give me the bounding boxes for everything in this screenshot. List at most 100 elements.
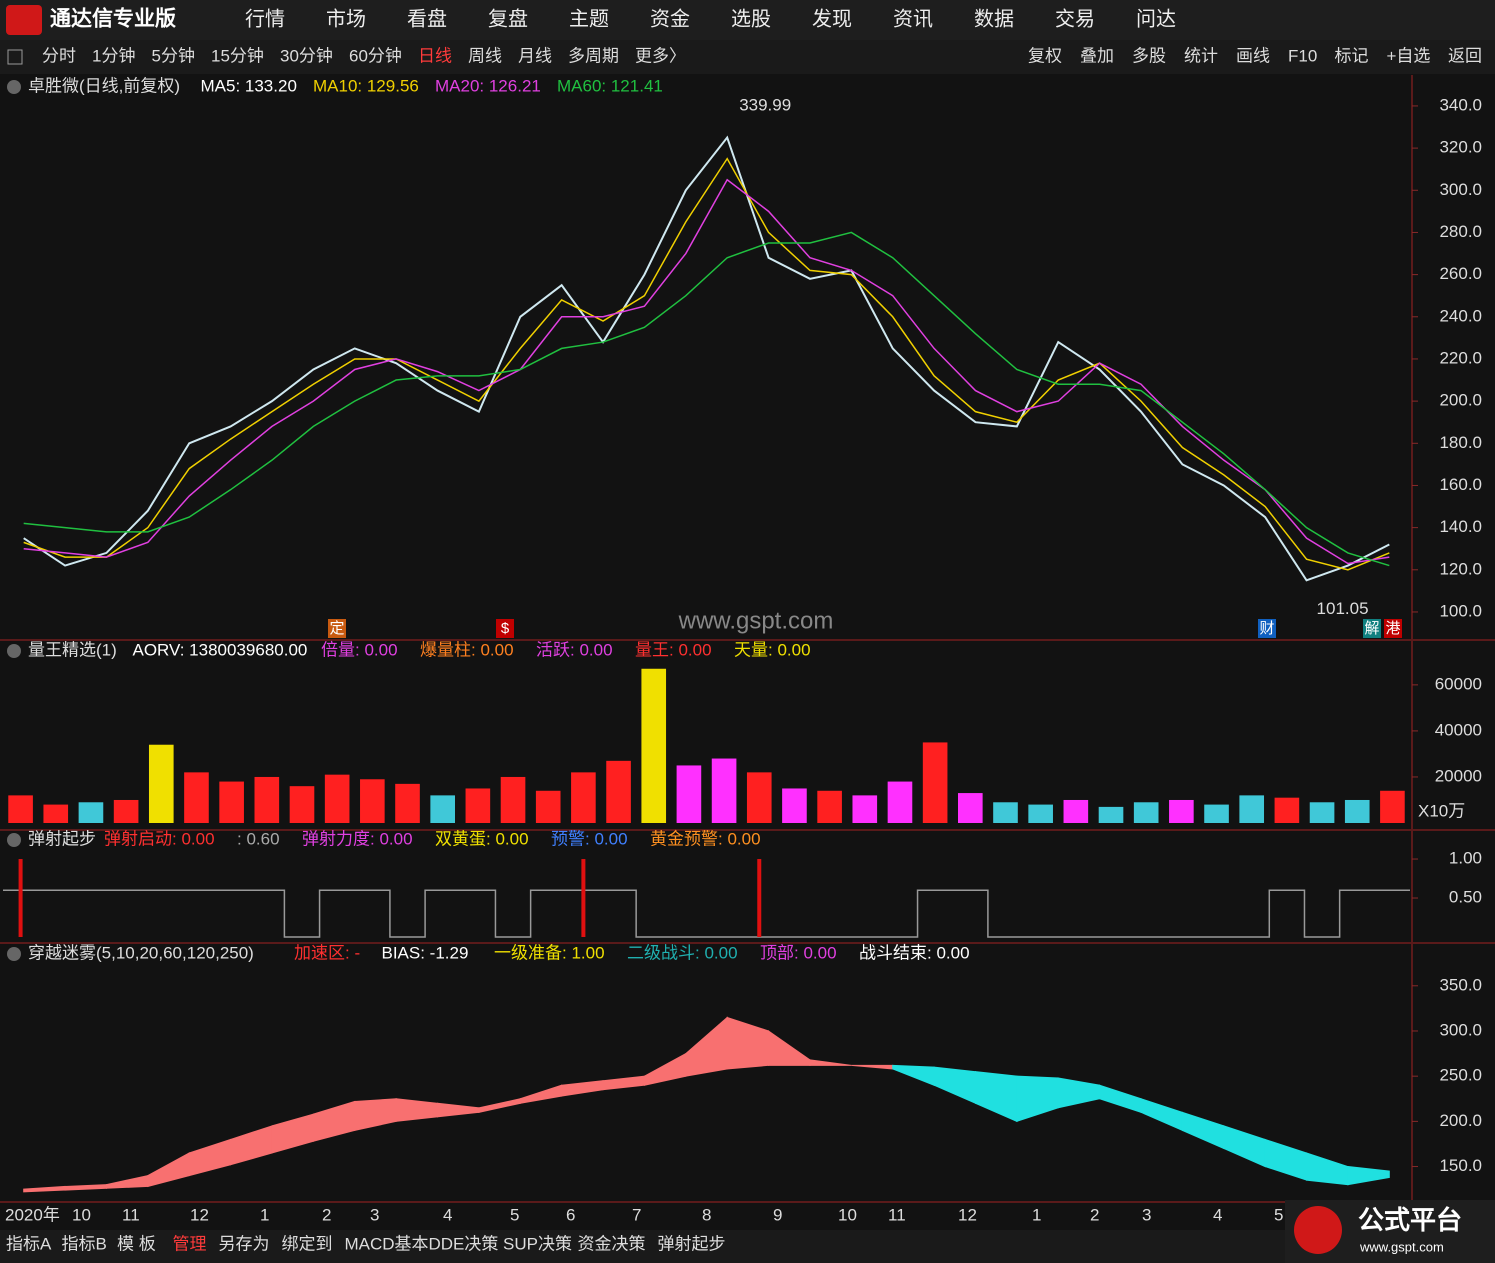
period-tab[interactable]: 周线 — [468, 46, 502, 65]
x-tick-label: 10 — [838, 1205, 857, 1224]
indicator-tab[interactable]: 另存为 — [219, 1234, 270, 1253]
indicator-tab[interactable]: 绑定到 — [282, 1234, 333, 1253]
y-tick-label: 250.0 — [1439, 1066, 1482, 1085]
event-marker[interactable]: $ — [501, 620, 510, 637]
indicator-tab[interactable]: 资金决策 — [578, 1234, 646, 1253]
menu-item[interactable]: 选股 — [731, 7, 771, 30]
x-tick-label: 3 — [1142, 1205, 1151, 1224]
menu-item[interactable]: 复盘 — [488, 7, 528, 30]
signal-line — [3, 889, 1410, 938]
indicator-tab[interactable]: 指标B — [62, 1234, 107, 1253]
volume-bar — [1028, 804, 1053, 823]
period-tab[interactable]: 更多〉 — [635, 46, 686, 65]
event-marker[interactable]: 财 — [1259, 620, 1274, 637]
logo-title: 公式平台 — [1358, 1205, 1462, 1235]
period-tab[interactable]: 60分钟 — [349, 46, 402, 65]
y-tick-label: 300.0 — [1439, 180, 1482, 199]
period-tab[interactable]: 分时 — [42, 46, 76, 65]
y-tick-label: 350.0 — [1439, 975, 1482, 994]
period-tab[interactable]: 5分钟 — [152, 46, 195, 65]
y-tick-label: 200.0 — [1439, 1111, 1482, 1130]
x-tick-label: 7 — [632, 1205, 641, 1224]
collapse-icon[interactable] — [7, 644, 21, 658]
period-tab[interactable]: 15分钟 — [211, 46, 264, 65]
logo-url: www.gspt.com — [1359, 1239, 1444, 1254]
menu-item[interactable]: 主题 — [569, 7, 609, 30]
legend-item: 爆量柱: 0.00 — [420, 640, 514, 659]
tool-button[interactable]: F10 — [1288, 46, 1317, 65]
indicator-tab[interactable]: DDE决策 — [429, 1234, 499, 1253]
indicator-title: 量王精选(1) — [28, 640, 117, 659]
x-tick-label: 8 — [702, 1205, 711, 1224]
volume-bar — [430, 795, 455, 823]
volume-bar — [395, 783, 420, 823]
menu-item[interactable]: 资金 — [650, 7, 690, 30]
period-tab[interactable]: 多周期 — [568, 46, 619, 65]
period-tab[interactable]: 日线 — [418, 46, 452, 65]
y-tick-label: 240.0 — [1439, 306, 1482, 325]
indicator-tab[interactable]: 弹射起步 — [658, 1234, 726, 1253]
legend-item: 量王: 0.00 — [635, 640, 712, 659]
tool-button[interactable]: 标记 — [1335, 46, 1369, 65]
menu-item[interactable]: 发现 — [812, 7, 852, 30]
indicator-tab[interactable]: 管理 — [173, 1234, 207, 1253]
event-marker[interactable]: 解 — [1364, 620, 1379, 637]
menu-item[interactable]: 市场 — [326, 7, 366, 30]
tool-button[interactable]: 画线 — [1236, 46, 1270, 65]
tool-button[interactable]: 复权 — [1028, 46, 1062, 65]
volume-bar — [852, 795, 878, 823]
x-tick-label: 2 — [1090, 1205, 1099, 1224]
tool-button[interactable]: 统计 — [1184, 46, 1218, 65]
volume-bar — [500, 776, 526, 823]
event-marker[interactable]: 港 — [1385, 620, 1400, 637]
x-tick-label: 6 — [566, 1205, 575, 1224]
period-tab[interactable]: 月线 — [518, 46, 552, 65]
x-tick-label: 11 — [122, 1205, 140, 1224]
indicator-tab[interactable]: SUP决策 — [503, 1234, 572, 1253]
indicator-tab[interactable]: 指标A — [6, 1234, 52, 1253]
legend-item: 双黄蛋: 0.00 — [435, 829, 529, 848]
high-annotation: 339.99 — [739, 95, 791, 114]
indicator-tab[interactable]: MACD基本 — [345, 1234, 429, 1253]
event-marker-bg — [1363, 619, 1381, 638]
collapse-icon[interactable] — [7, 80, 21, 94]
menu-item[interactable]: 看盘 — [407, 7, 447, 30]
volume-bar — [78, 802, 104, 823]
legend-item: : 0.60 — [237, 829, 280, 848]
legend-item: 顶部: 0.00 — [760, 943, 837, 962]
tool-button[interactable]: 返回 — [1448, 46, 1482, 65]
volume-bar — [746, 772, 772, 823]
volume-bar — [1133, 802, 1159, 823]
menu-bar — [0, 0, 1495, 40]
volume-bar — [1309, 802, 1335, 823]
menu-item[interactable]: 问达 — [1136, 7, 1176, 30]
price-line — [23, 178, 1390, 565]
volume-bar — [219, 781, 244, 823]
volume-bar — [289, 786, 315, 823]
collapse-icon[interactable] — [7, 947, 21, 961]
indicator-tab[interactable]: 模 板 — [117, 1234, 156, 1253]
y-tick-label: 40000 — [1435, 720, 1482, 739]
legend-item: 天量: 0.00 — [734, 640, 811, 659]
legend-item: MA60: 121.41 — [557, 76, 663, 95]
menu-item[interactable]: 数据 — [974, 7, 1014, 30]
app-logo — [6, 5, 42, 35]
x-tick-label: 1 — [260, 1205, 269, 1224]
period-tab[interactable]: 30分钟 — [280, 46, 333, 65]
period-tab[interactable]: 1分钟 — [92, 46, 135, 65]
volume-bar — [817, 790, 842, 823]
volume-bar — [113, 799, 139, 823]
tool-button[interactable]: 多股 — [1132, 46, 1166, 65]
y-tick-label: 1.00 — [1449, 849, 1482, 868]
tool-button[interactable]: 叠加 — [1080, 46, 1114, 65]
event-marker[interactable]: 定 — [329, 620, 344, 637]
menu-item[interactable]: 行情 — [245, 7, 285, 30]
volume-bar — [1344, 799, 1370, 823]
low-annotation: 101.05 — [1317, 599, 1369, 618]
volume-bar — [676, 765, 702, 823]
menu-item[interactable]: 交易 — [1055, 7, 1095, 30]
volume-bar — [43, 804, 69, 823]
menu-item[interactable]: 资讯 — [893, 7, 933, 30]
tool-button[interactable]: +自选 — [1387, 46, 1431, 65]
collapse-icon[interactable] — [7, 833, 21, 847]
